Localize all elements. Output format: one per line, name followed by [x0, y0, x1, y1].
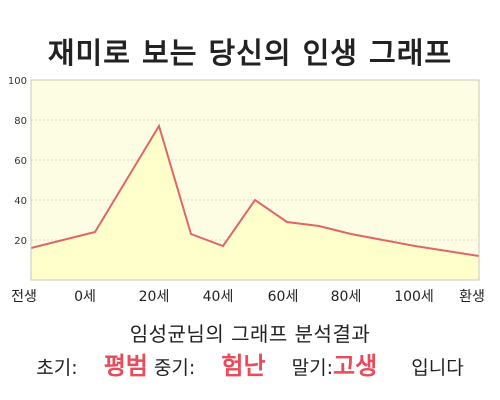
plot-frame [30, 79, 480, 281]
x-tick-label: 80세 [330, 289, 362, 305]
x-tick-label: 100세 [394, 289, 434, 305]
x-tick-label: 40세 [202, 289, 234, 305]
y-axis-ticks: 20 40 60 80 100 [8, 76, 27, 247]
result-suffix: 입니다 [411, 357, 464, 379]
x-tick-label: 환생 [459, 289, 485, 305]
x-tick-label: 60세 [267, 289, 299, 305]
x-tick-label: 전생 [11, 289, 37, 305]
x-tick-label: 20세 [138, 289, 170, 305]
analysis-result: 초기: 평범 중기: 험난 말기:고생 입니다 [0, 346, 500, 381]
middle-stage-value: 험난 [221, 352, 266, 380]
late-stage-label: 말기: [291, 357, 334, 379]
analysis-summary: 임성균님의 그래프 분석결과 [129, 322, 371, 346]
chart-title: 재미로 보는 당신의 인생 그래프 [47, 36, 453, 70]
early-stage-label: 초기: [36, 357, 78, 379]
y-tick-label: 80 [14, 116, 27, 127]
y-tick-label: 100 [8, 76, 27, 87]
y-tick-label: 60 [14, 156, 27, 167]
early-stage-value: 평범 [103, 352, 148, 380]
middle-stage-label: 중기: [153, 357, 196, 379]
life-area-fill [31, 126, 479, 280]
x-tick-label: 0세 [74, 289, 96, 305]
y-tick-label: 40 [14, 196, 27, 207]
y-tick-label: 20 [14, 236, 27, 247]
life-line-series [30, 123, 480, 257]
late-stage-value: 고생 [333, 352, 378, 380]
